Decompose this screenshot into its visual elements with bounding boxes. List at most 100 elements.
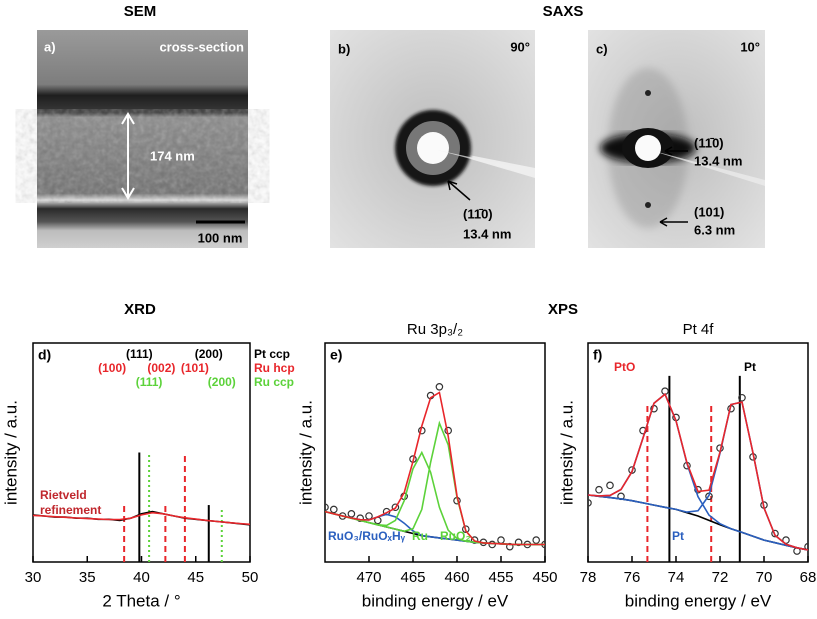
x-axis-title: binding energy / eV xyxy=(362,591,509,610)
saxs-image: b) 90° (11̄0) 13.4 nm xyxy=(330,30,535,248)
angle-label: 10° xyxy=(740,39,760,54)
data-point xyxy=(356,514,365,523)
data-point xyxy=(435,382,444,391)
x-tick-label: 30 xyxy=(25,569,42,586)
reference-label: (002) xyxy=(147,361,175,375)
reference-label: (200) xyxy=(195,347,223,361)
x-tick-label: 460 xyxy=(444,569,469,586)
plot-area xyxy=(588,387,808,555)
data-point xyxy=(639,426,647,435)
reference-name: Pt ccp xyxy=(254,347,290,361)
reference-label: (200) xyxy=(208,375,236,389)
x-axis-title: 2 Theta / ° xyxy=(102,591,180,610)
panel-label: a) xyxy=(44,39,56,54)
reference-name: Pt xyxy=(744,360,756,374)
plot-area xyxy=(33,510,250,526)
annotation: RuO₃/RuOₓHᵧ xyxy=(328,529,406,543)
heading: XRD xyxy=(124,301,156,318)
reference-label: (111) xyxy=(126,347,153,361)
plot-frame xyxy=(587,342,809,563)
panel-label: f) xyxy=(593,347,602,363)
reference-label: (111) xyxy=(136,375,163,389)
x-tick-label: 450 xyxy=(532,569,557,586)
reference-name: Ru ccp xyxy=(254,375,294,389)
x-tick-label: 465 xyxy=(400,569,425,586)
reference-name: PtO xyxy=(614,360,635,374)
data-point xyxy=(771,529,779,538)
reference-name: Ru hcp xyxy=(254,361,295,375)
spacing-label: 13.4 nm xyxy=(694,153,742,168)
data-point xyxy=(628,466,636,474)
x-tick-label: 76 xyxy=(624,569,641,586)
y-axis-title: intensity / a.u. xyxy=(1,400,20,505)
data-point xyxy=(606,481,614,490)
y-axis-title: intensity / a.u. xyxy=(557,400,576,505)
x-tick-label: 470 xyxy=(356,569,381,586)
annotation: RuO₂ xyxy=(440,529,471,543)
reflection-label: (101) xyxy=(694,204,724,219)
data-line xyxy=(325,391,545,546)
y-axis-title: intensity / a.u. xyxy=(296,400,315,505)
heading: SAXS xyxy=(543,3,584,20)
x-tick-label: 35 xyxy=(79,569,96,586)
data-point xyxy=(497,536,505,544)
thickness-label: 174 nm xyxy=(150,148,195,163)
x-tick-label: 40 xyxy=(133,569,150,586)
x-tick-label: 70 xyxy=(756,569,773,586)
x-axis-title: binding energy / eV xyxy=(625,591,772,610)
data-point xyxy=(365,512,373,520)
angle-label: 90° xyxy=(510,39,530,54)
data-line xyxy=(588,392,808,551)
heading: XPS xyxy=(548,301,578,318)
x-tick-label: 68 xyxy=(800,569,817,586)
data-line xyxy=(588,392,808,551)
reference-label: (101) xyxy=(181,361,209,375)
scale-bar-label: 100 nm xyxy=(198,230,243,245)
plot-title: Ru 3p₃/₂ xyxy=(407,321,463,338)
x-tick-label: 50 xyxy=(242,569,259,586)
panel-label: c) xyxy=(596,41,608,56)
plot-title: Pt 4f xyxy=(683,321,715,338)
data-point xyxy=(694,485,702,494)
reference-label: (100) xyxy=(98,361,126,375)
data-point xyxy=(588,499,592,507)
x-tick-label: 74 xyxy=(668,569,685,586)
data-point xyxy=(532,536,541,544)
panel-label: d) xyxy=(38,347,51,363)
panel-label: b) xyxy=(338,41,350,56)
reflection-label: (11̄0) xyxy=(463,206,493,221)
data-line xyxy=(588,401,808,551)
data-point xyxy=(470,536,479,544)
spacing-label: 13.4 nm xyxy=(463,226,511,241)
saxs-image: c) 10° (11̄0) 13.4 nm (101) 6.3 nm xyxy=(588,30,765,248)
data-point xyxy=(488,540,497,549)
x-tick-label: 45 xyxy=(187,569,204,586)
data-point xyxy=(391,503,400,512)
data-line xyxy=(325,420,545,546)
plot-frame xyxy=(324,342,546,563)
data-point xyxy=(329,505,338,514)
x-tick-label: 72 xyxy=(712,569,729,586)
data-point xyxy=(461,525,470,533)
panel-label: e) xyxy=(330,347,342,363)
spacing-label: 6.3 nm xyxy=(694,222,735,237)
data-point xyxy=(595,485,603,494)
annotation: Ru xyxy=(412,529,428,543)
x-tick-label: 455 xyxy=(488,569,513,586)
annotation: Pt xyxy=(672,529,684,543)
annotation: refinement xyxy=(40,503,101,517)
data-line xyxy=(33,511,250,526)
heading: SEM xyxy=(124,3,157,20)
image-label: cross-section xyxy=(159,39,244,54)
data-line xyxy=(588,494,808,551)
data-point xyxy=(347,510,356,518)
data-point xyxy=(514,538,523,547)
data-point xyxy=(738,393,746,402)
sem-image: a) cross-section 174 nm 100 nm xyxy=(37,30,248,248)
plot-area xyxy=(325,382,545,551)
data-point xyxy=(505,542,514,551)
data-point xyxy=(325,503,329,512)
x-tick-label: 78 xyxy=(580,569,597,586)
annotation: Rietveld xyxy=(40,488,87,502)
